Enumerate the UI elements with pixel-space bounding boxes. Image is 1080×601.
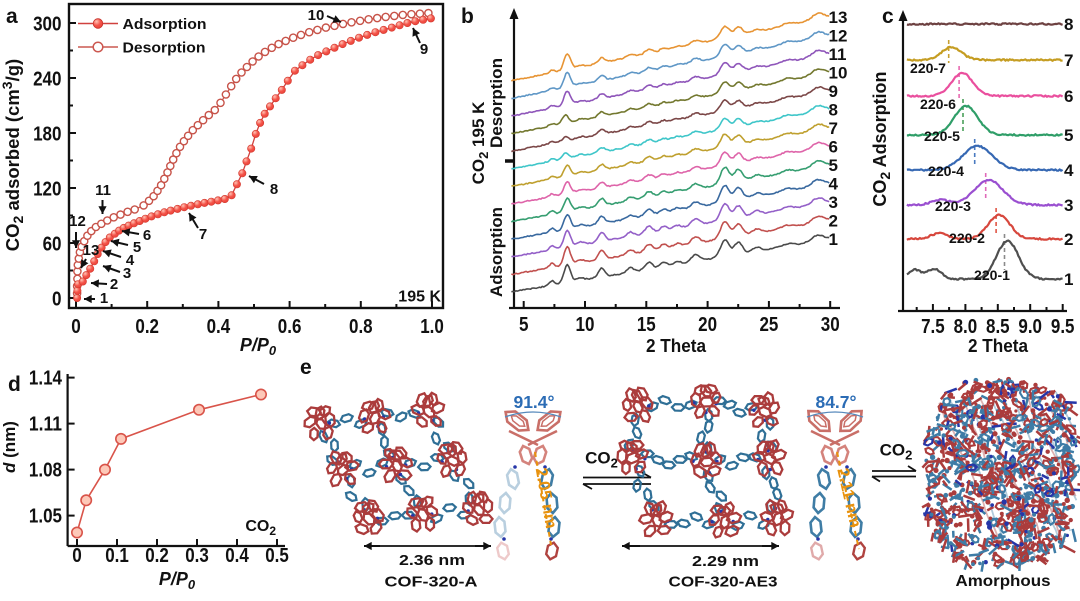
svg-text:11: 11 (95, 182, 111, 199)
svg-text:3: 3 (1064, 196, 1073, 215)
svg-text:Adsorption: Adsorption (487, 207, 506, 297)
svg-text:0.4: 0.4 (207, 316, 231, 338)
svg-text:Adsorption: Adsorption (123, 16, 207, 33)
svg-text:2.36 nm: 2.36 nm (399, 552, 465, 569)
svg-text:220-6: 220-6 (920, 96, 956, 112)
svg-text:11: 11 (829, 45, 847, 64)
svg-text:0.4: 0.4 (225, 545, 249, 567)
svg-text:30: 30 (821, 314, 840, 336)
svg-text:COF-320-A: COF-320-A (385, 574, 478, 591)
svg-text:a: a (6, 5, 18, 28)
svg-text:10: 10 (576, 314, 595, 336)
svg-text:8.0: 8.0 (954, 316, 978, 338)
svg-text:195 K: 195 K (398, 289, 441, 306)
svg-text:c: c (882, 5, 894, 28)
svg-text:1: 1 (1064, 270, 1073, 289)
svg-text:7: 7 (829, 119, 838, 138)
svg-text:13: 13 (829, 8, 848, 27)
svg-text:220-4: 220-4 (928, 163, 964, 179)
svg-text:2.29 nm: 2.29 nm (692, 553, 759, 570)
svg-text:5: 5 (133, 239, 141, 256)
svg-text:180: 180 (33, 124, 61, 146)
svg-text:13: 13 (83, 242, 100, 259)
svg-text:9: 9 (420, 41, 428, 58)
svg-text:6: 6 (1064, 87, 1073, 106)
svg-text:2 Theta: 2 Theta (646, 336, 707, 356)
svg-text:CO2 195 K: CO2 195 K (469, 101, 491, 185)
svg-text:120: 120 (33, 179, 61, 201)
svg-text:0.6: 0.6 (278, 316, 302, 338)
svg-text:25: 25 (759, 314, 778, 336)
svg-text:3: 3 (829, 193, 838, 212)
svg-text:8: 8 (1064, 15, 1073, 34)
svg-text:220-1: 220-1 (974, 267, 1010, 283)
svg-text:Desorption: Desorption (487, 58, 506, 148)
svg-text:7: 7 (1064, 51, 1073, 70)
svg-text:5: 5 (829, 156, 838, 175)
svg-text:d: d (8, 373, 21, 396)
svg-text:0: 0 (72, 545, 82, 567)
svg-text:0.5: 0.5 (265, 545, 289, 567)
svg-text:1: 1 (829, 230, 838, 249)
svg-text:220-3: 220-3 (935, 198, 971, 214)
svg-text:10: 10 (308, 7, 325, 24)
svg-text:d (nm): d (nm) (0, 421, 19, 473)
svg-text:1.05: 1.05 (29, 506, 62, 528)
svg-text:300: 300 (33, 14, 61, 36)
svg-text:20: 20 (698, 314, 717, 336)
svg-text:1.14: 1.14 (29, 368, 63, 390)
svg-text:6: 6 (143, 227, 151, 244)
svg-text:12: 12 (69, 213, 86, 230)
svg-text:0.2: 0.2 (135, 316, 159, 338)
svg-text:4: 4 (1064, 161, 1074, 180)
svg-text:2: 2 (110, 276, 118, 293)
svg-text:0.2: 0.2 (145, 545, 169, 567)
svg-text:84.7°: 84.7° (815, 392, 856, 412)
svg-text:Amorphous: Amorphous (956, 573, 1051, 590)
svg-text:0: 0 (52, 289, 62, 311)
svg-text:7: 7 (199, 226, 207, 243)
svg-text:1.11: 1.11 (29, 414, 62, 436)
svg-text:9: 9 (829, 82, 838, 101)
svg-text:91.4°: 91.4° (513, 392, 554, 412)
svg-text:b: b (461, 5, 474, 28)
svg-text:Desorption: Desorption (123, 40, 206, 57)
svg-text:1: 1 (100, 290, 108, 307)
svg-text:220-7: 220-7 (910, 60, 946, 76)
svg-text:2: 2 (829, 212, 838, 231)
svg-text:9.5: 9.5 (1051, 316, 1075, 338)
svg-text:4: 4 (829, 175, 839, 194)
svg-text:6: 6 (829, 138, 838, 157)
svg-text:7.5: 7.5 (921, 316, 945, 338)
svg-text:CO2 Adsorption: CO2 Adsorption (870, 71, 893, 206)
svg-text:15: 15 (637, 314, 656, 336)
svg-text:COF-320-AE3: COF-320-AE3 (669, 574, 778, 591)
svg-text:5: 5 (1064, 126, 1073, 145)
svg-text:2 Theta: 2 Theta (968, 336, 1029, 356)
svg-text:9.0: 9.0 (1018, 316, 1042, 338)
svg-text:0.3: 0.3 (185, 545, 209, 567)
svg-text:220-5: 220-5 (924, 128, 960, 144)
svg-text:10: 10 (829, 64, 848, 83)
svg-text:2: 2 (1064, 230, 1073, 249)
svg-text:e: e (300, 356, 312, 379)
svg-text:5: 5 (519, 314, 529, 336)
svg-text:60: 60 (43, 234, 62, 256)
svg-text:240: 240 (33, 69, 61, 91)
svg-text:8: 8 (829, 101, 838, 120)
svg-text:0.1: 0.1 (105, 545, 129, 567)
svg-text:1.08: 1.08 (29, 460, 62, 482)
svg-text:8.5: 8.5 (986, 316, 1010, 338)
svg-text:0.8: 0.8 (349, 316, 373, 338)
svg-text:12: 12 (829, 27, 848, 46)
svg-text:0: 0 (71, 316, 81, 338)
svg-text:8: 8 (270, 181, 278, 198)
svg-text:220-2: 220-2 (949, 230, 985, 246)
svg-text:1.0: 1.0 (420, 316, 444, 338)
